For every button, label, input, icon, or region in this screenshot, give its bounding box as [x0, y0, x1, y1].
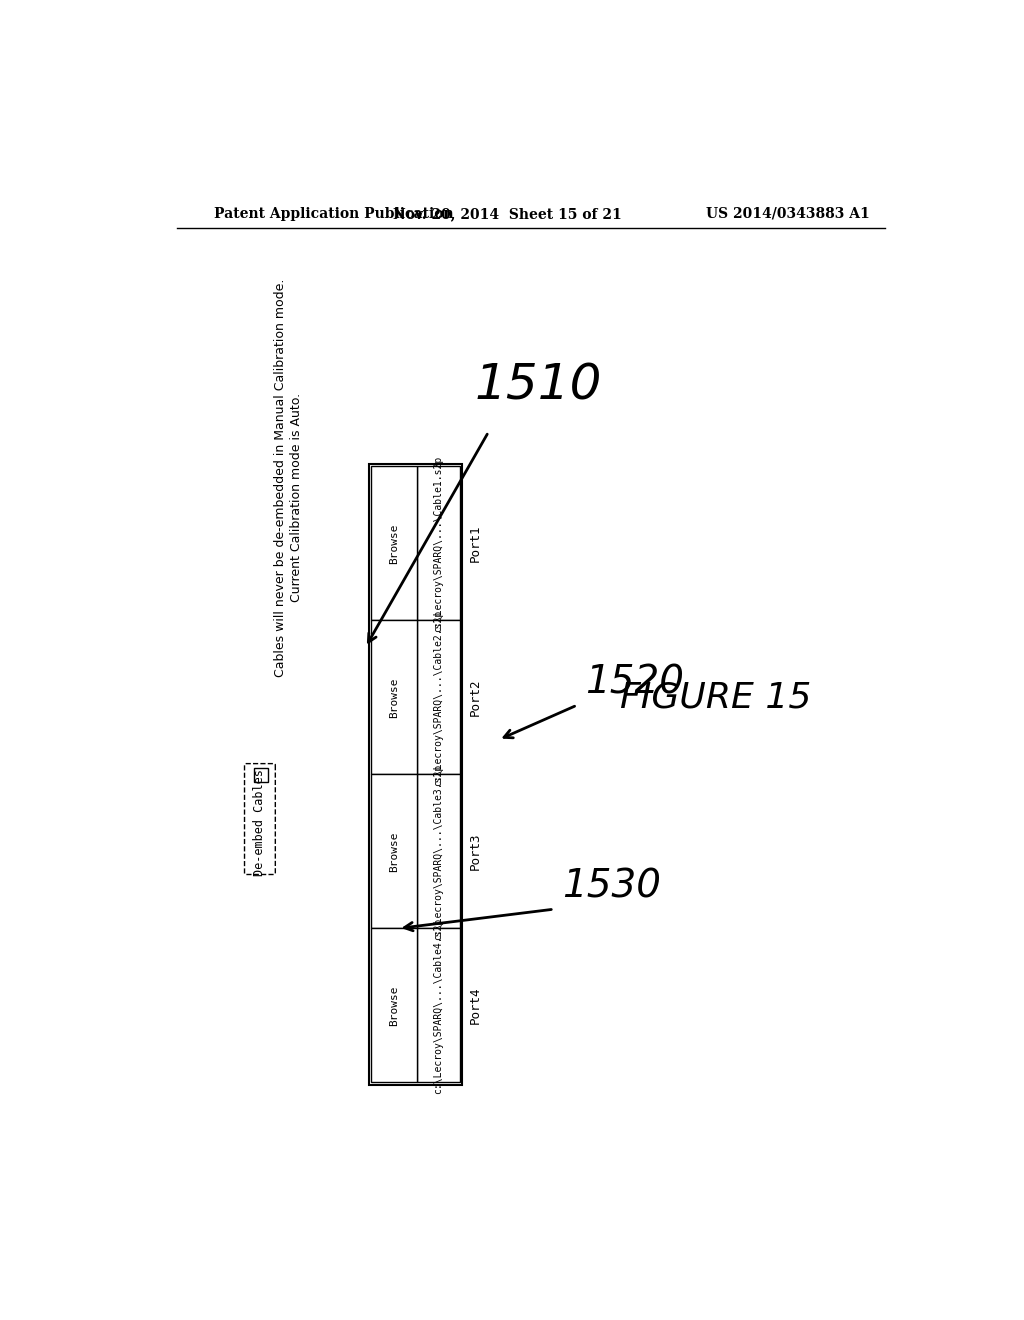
Bar	[418, 620, 460, 775]
Text: Browse: Browse	[389, 523, 399, 564]
Text: c:\Lecroy\SPARQ\...\Cable3.s2p: c:\Lecroy\SPARQ\...\Cable3.s2p	[433, 763, 443, 940]
Text: Browse: Browse	[389, 677, 399, 718]
Text: c:\Lecroy\SPARQ\...\Cable2.s2p: c:\Lecroy\SPARQ\...\Cable2.s2p	[433, 610, 443, 785]
Bar	[371, 620, 418, 775]
Text: Browse: Browse	[389, 985, 399, 1026]
Text: Patent Application Publication: Patent Application Publication	[214, 207, 454, 220]
Bar	[254, 768, 267, 781]
Text: c:\Lecroy\SPARQ\...\Cable1.s2p: c:\Lecroy\SPARQ\...\Cable1.s2p	[433, 455, 443, 631]
Bar	[418, 928, 460, 1082]
Text: Browse: Browse	[389, 832, 399, 871]
Text: 1510: 1510	[475, 362, 602, 409]
Bar	[369, 465, 462, 1085]
Text: FIGURE 15: FIGURE 15	[621, 680, 811, 714]
FancyBboxPatch shape	[245, 763, 275, 875]
Bar	[418, 466, 460, 620]
Bar	[418, 775, 460, 928]
Text: De-embed Cables: De-embed Cables	[253, 770, 266, 876]
Text: Port1: Port1	[469, 524, 481, 562]
Text: c:\Lecroy\SPARQ\...\Cable4.s2p: c:\Lecroy\SPARQ\...\Cable4.s2p	[433, 917, 443, 1093]
Bar	[371, 775, 418, 928]
Text: Port4: Port4	[469, 986, 481, 1024]
Text: US 2014/0343883 A1: US 2014/0343883 A1	[706, 207, 869, 220]
Text: 1520: 1520	[585, 663, 684, 701]
Bar	[371, 928, 418, 1082]
Text: Port2: Port2	[469, 678, 481, 717]
Text: Current Calibration mode is Auto.: Current Calibration mode is Auto.	[290, 392, 303, 602]
Bar	[371, 466, 418, 620]
Text: Port3: Port3	[469, 833, 481, 870]
Text: 1530: 1530	[562, 867, 660, 906]
Text: Cables will never be de-embedded in Manual Calibration mode.: Cables will never be de-embedded in Manu…	[274, 279, 287, 677]
Text: Nov. 20, 2014  Sheet 15 of 21: Nov. 20, 2014 Sheet 15 of 21	[393, 207, 623, 220]
